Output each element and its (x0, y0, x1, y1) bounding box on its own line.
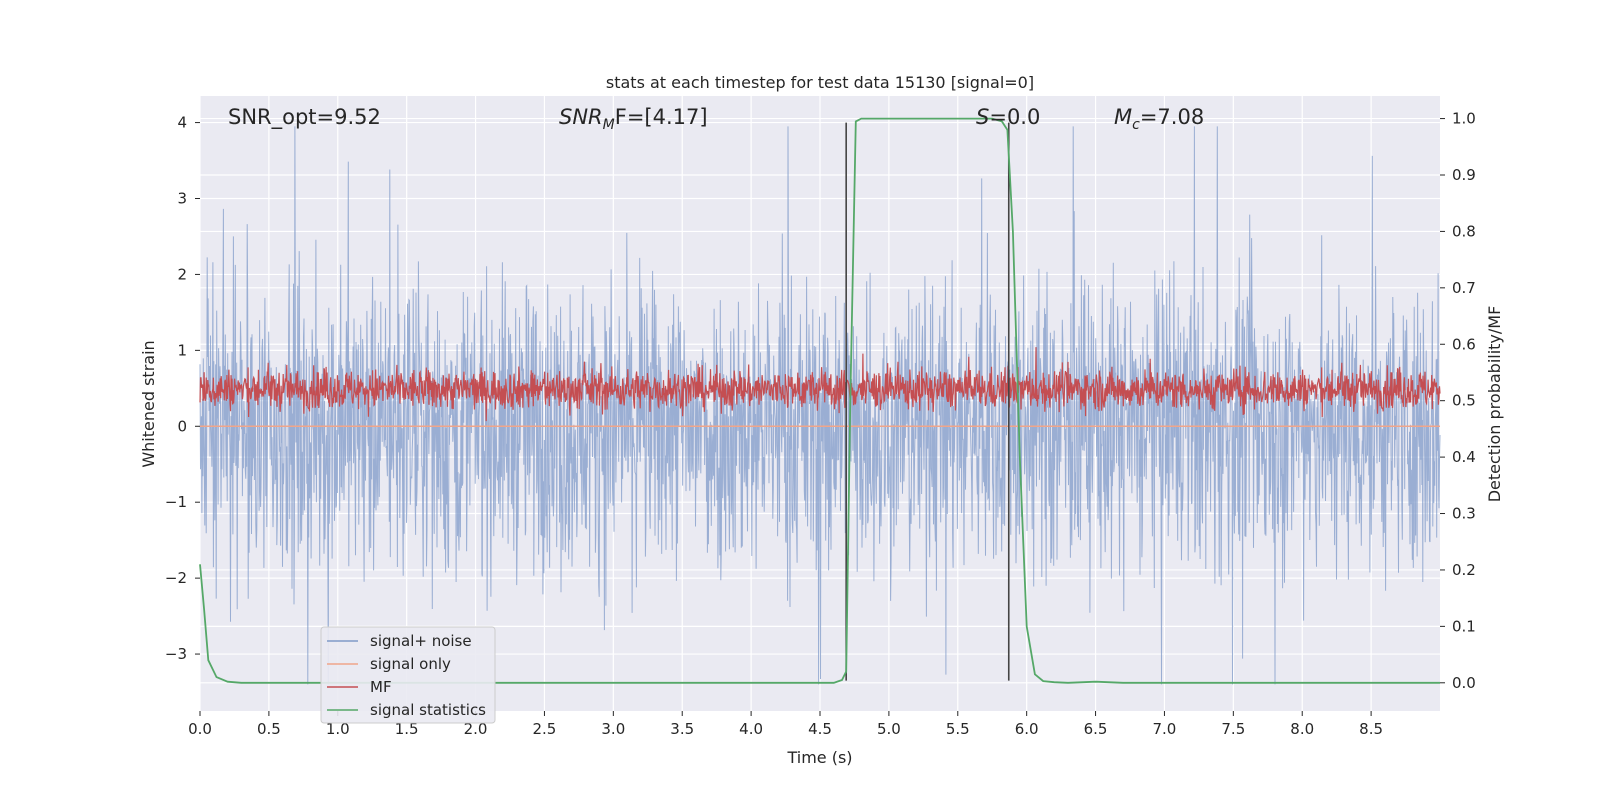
y-right-tick-label-5: 0.5 (1452, 392, 1476, 410)
axis-ticks: 0.0 0.5 1.0 1.5 2.0 2.5 3.0 3.5 4.0 4.5 5.0 5.5 6.0 6… (165, 110, 1476, 738)
series-mf (199, 347, 1441, 422)
legend-label-signal-only: signal only (370, 655, 451, 673)
y-left-tick-label-6: 3 (177, 190, 187, 208)
x-tick-label-13: 6.5 (1084, 720, 1108, 738)
x-tick-label-3: 1.5 (395, 720, 419, 738)
annotation-s: S=0.0 (976, 105, 1040, 129)
y-right-tick-label-9: 0.9 (1452, 166, 1476, 184)
vertical-lines (845, 122, 1010, 681)
x-tick-label-5: 2.5 (533, 720, 557, 738)
y-axis-label-left: Whitened strain (139, 340, 158, 467)
x-tick-label-0: 0.0 (188, 720, 212, 738)
x-axis-label: Time (s) (786, 748, 852, 767)
legend-label-signal-noise: signal+ noise (370, 632, 472, 650)
x-tick-label-10: 5.0 (877, 720, 901, 738)
y-right-tick-label-10: 1.0 (1452, 110, 1476, 128)
line-mf (199, 347, 1441, 422)
y-right-tick-label-4: 0.4 (1452, 448, 1476, 466)
y-left-tick-label-5: 2 (177, 265, 187, 283)
chart-title: stats at each timestep for test data 151… (606, 73, 1034, 92)
y-left-tick-label-3: 0 (177, 417, 187, 435)
annotation-mc: Mc=7.08 (1114, 105, 1204, 133)
y-left-tick-label-1: −2 (165, 569, 187, 587)
line-signal-statistics (199, 117, 1440, 684)
y-right-tick-label-8: 0.8 (1452, 222, 1476, 240)
legend-label-signal-statistics: signal statistics (370, 701, 486, 719)
y-right-tick-label-7: 0.7 (1452, 279, 1476, 297)
y-right-tick-label-3: 0.3 (1452, 505, 1476, 523)
x-tick-label-16: 8.0 (1290, 720, 1314, 738)
x-tick-label-11: 5.5 (946, 720, 970, 738)
annotation-snr-opt: SNR_opt=9.52 (228, 105, 381, 130)
annotation-snr-mf: SNRMF=[4.17] (559, 105, 708, 133)
x-tick-label-9: 4.5 (808, 720, 832, 738)
line-signal-noise (199, 126, 1441, 685)
y-right-tick-label-6: 0.6 (1452, 335, 1476, 353)
x-tick-label-17: 8.5 (1359, 720, 1383, 738)
y-left-tick-label-7: 4 (177, 114, 187, 132)
y-axis-label-right: Detection probability/MF (1485, 306, 1504, 503)
legend: signal+ noise signal only MF signal stat… (320, 626, 496, 724)
y-right-tick-label-1: 0.1 (1452, 617, 1476, 635)
x-tick-label-8: 4.0 (739, 720, 763, 738)
x-tick-label-15: 7.5 (1221, 720, 1245, 738)
y-left-tick-label-0: −3 (165, 645, 187, 663)
y-left-tick-label-2: −1 (165, 493, 187, 511)
legend-label-mf: MF (370, 678, 392, 696)
x-tick-label-1: 0.5 (257, 720, 281, 738)
y-left-tick-label-4: 1 (177, 341, 187, 359)
y-right-tick-label-0: 0.0 (1452, 674, 1476, 692)
x-tick-label-14: 7.0 (1153, 720, 1177, 738)
series-signal-noise (199, 126, 1441, 685)
series-signal-statistics (199, 117, 1440, 684)
x-tick-label-4: 2.0 (464, 720, 488, 738)
x-tick-label-7: 3.5 (670, 720, 694, 738)
x-tick-label-2: 1.0 (326, 720, 350, 738)
legend-frame (320, 626, 496, 724)
y-right-tick-label-2: 0.2 (1452, 561, 1476, 579)
x-tick-label-12: 6.0 (1015, 720, 1039, 738)
x-tick-label-6: 3.0 (601, 720, 625, 738)
